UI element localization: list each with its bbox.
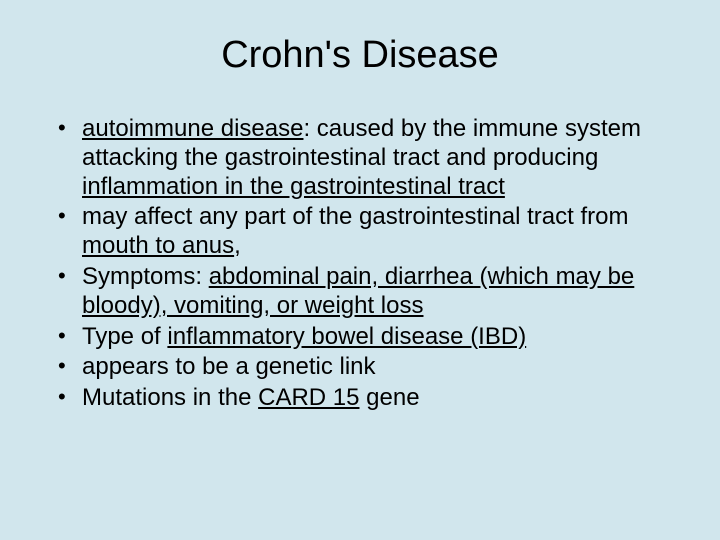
bullet-text-segment: Type of bbox=[82, 323, 167, 350]
bullet-list: autoimmune disease: caused by the immune… bbox=[36, 115, 684, 413]
bullet-text-segment: autoimmune disease bbox=[82, 115, 303, 142]
bullet-text-segment: , bbox=[234, 232, 241, 259]
bullet-item: appears to be a genetic link bbox=[58, 353, 684, 382]
bullet-item: Type of inflammatory bowel disease (IBD) bbox=[58, 323, 684, 352]
bullet-text-segment: inflammation in the gastrointestinal tra… bbox=[82, 173, 505, 200]
bullet-item: may affect any part of the gastrointesti… bbox=[58, 203, 684, 261]
bullet-text-segment: gene bbox=[359, 384, 419, 411]
bullet-text-segment: may affect any part of the gastrointesti… bbox=[82, 203, 628, 230]
bullet-text-segment: mouth to anus bbox=[82, 232, 234, 259]
bullet-text-segment: CARD 15 bbox=[258, 384, 359, 411]
bullet-item: Symptoms: abdominal pain, diarrhea (whic… bbox=[58, 263, 684, 321]
bullet-text-segment: Symptoms: bbox=[82, 263, 209, 290]
slide-title: Crohn's Disease bbox=[36, 34, 684, 77]
bullet-item: Mutations in the CARD 15 gene bbox=[58, 384, 684, 413]
bullet-text-segment: appears to be a genetic link bbox=[82, 353, 376, 380]
bullet-item: autoimmune disease: caused by the immune… bbox=[58, 115, 684, 201]
bullet-text-segment: Mutations in the bbox=[82, 384, 258, 411]
bullet-text-segment: inflammatory bowel disease (IBD) bbox=[167, 323, 526, 350]
